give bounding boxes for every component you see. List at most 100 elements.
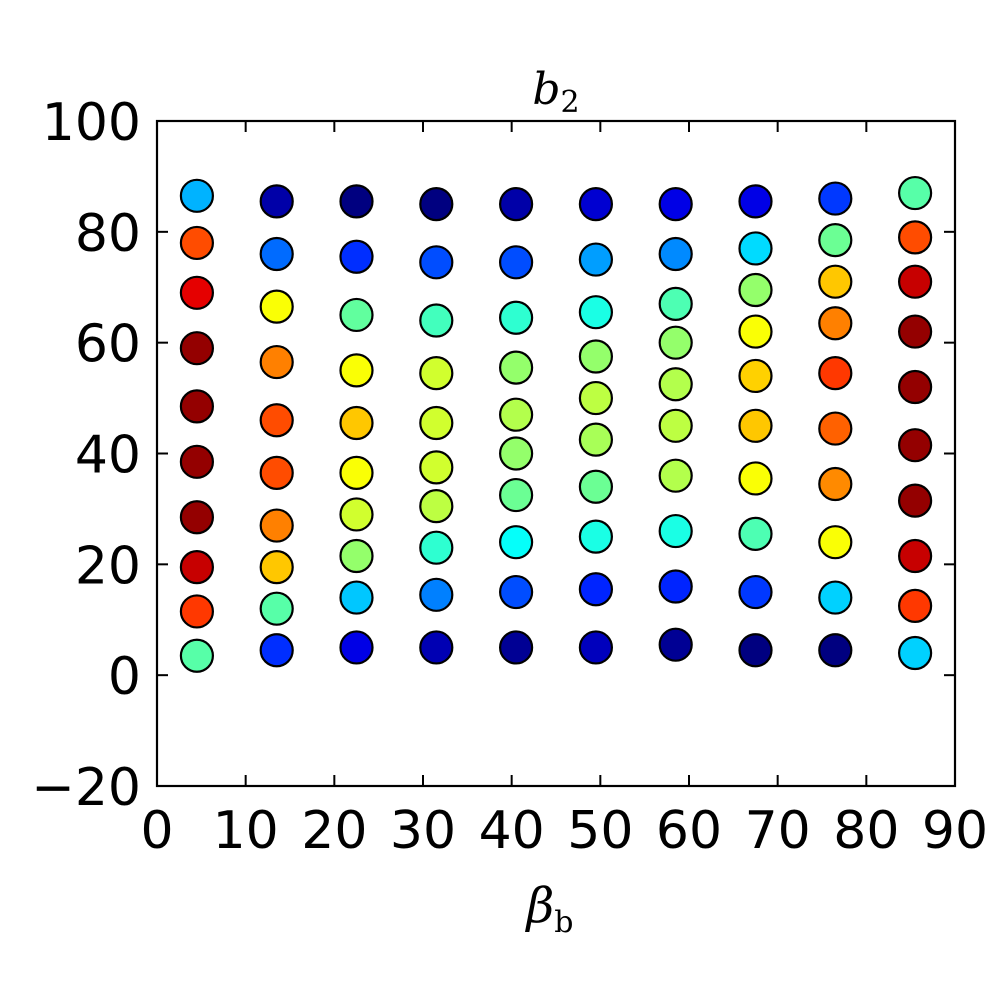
data-point: [259, 633, 294, 668]
data-point: [339, 538, 374, 574]
data-point: [259, 550, 294, 585]
data-point: [658, 286, 693, 321]
data-point: [498, 477, 534, 513]
plot-frame: [155, 119, 957, 788]
data-point: [578, 422, 614, 457]
data-point: [339, 580, 374, 615]
data-point: [658, 367, 693, 402]
data-point: [419, 630, 454, 665]
data-point: [738, 633, 773, 668]
data-point: [897, 314, 933, 349]
data-point: [339, 184, 374, 219]
data-point: [897, 428, 933, 463]
data-point: [897, 264, 933, 299]
data-point: [658, 408, 693, 443]
x-tick-label: 80: [833, 801, 899, 861]
x-tick-label: 10: [213, 801, 279, 861]
data-point: [498, 397, 534, 432]
data-point: [578, 295, 614, 330]
data-point: [259, 508, 294, 543]
data-point: [259, 184, 294, 219]
data-point: [738, 516, 773, 551]
data-point: [339, 455, 374, 490]
x-tick-label: 40: [479, 801, 545, 861]
data-point: [179, 638, 214, 673]
axes-frame: [155, 119, 957, 788]
y-tick-label: −20: [31, 758, 141, 818]
data-point: [818, 264, 853, 299]
data-point: [818, 466, 853, 502]
data-point: [498, 300, 534, 335]
x-tick-label: 0: [140, 801, 173, 861]
data-point: [658, 187, 693, 222]
data-point: [179, 331, 214, 366]
data-point: [818, 356, 853, 391]
data-point: [339, 405, 374, 441]
y-tick-label: 60: [75, 315, 141, 375]
data-point: [259, 289, 294, 324]
data-point: [658, 236, 693, 272]
data-point: [578, 187, 614, 222]
data-point: [419, 245, 454, 280]
data-point: [259, 591, 294, 626]
data-point: [498, 187, 534, 222]
data-point: [897, 635, 933, 671]
data-point: [419, 405, 454, 441]
data-point: [578, 519, 614, 554]
data-point: [259, 344, 294, 380]
data-point: [658, 325, 693, 360]
data-point: [658, 569, 693, 604]
data-point: [658, 458, 693, 493]
data-point: [419, 187, 454, 222]
data-point: [498, 630, 534, 665]
data-point: [419, 450, 454, 485]
x-tick-label: 30: [390, 801, 456, 861]
data-point: [738, 314, 773, 349]
data-point: [419, 489, 454, 524]
data-point: [339, 630, 374, 665]
data-point: [419, 577, 454, 612]
data-point: [578, 380, 614, 416]
x-axis-label: βb: [525, 878, 574, 940]
data-point: [419, 303, 454, 338]
data-point: [738, 574, 773, 610]
data-point: [818, 525, 853, 560]
data-point: [578, 339, 614, 374]
data-point: [738, 461, 773, 496]
data-point: [339, 497, 374, 532]
chart-title: b2: [532, 64, 579, 120]
data-point: [818, 181, 853, 216]
data-point: [498, 245, 534, 280]
y-tick-label: 20: [75, 536, 141, 596]
x-tick-label: 90: [922, 801, 988, 861]
points-layer: [179, 175, 933, 673]
data-point: [259, 236, 294, 272]
data-point: [179, 500, 214, 535]
x-tick-label: 70: [745, 801, 811, 861]
data-point: [179, 550, 214, 585]
data-point: [738, 358, 773, 394]
y-tick-label: 100: [42, 93, 141, 153]
data-point: [339, 297, 374, 333]
data-point: [179, 444, 214, 479]
data-point: [818, 633, 853, 668]
data-point: [897, 483, 933, 518]
data-point: [498, 436, 534, 471]
data-point: [738, 231, 773, 266]
y-tick-label: 0: [108, 647, 141, 707]
data-point: [818, 411, 853, 446]
data-point: [658, 627, 693, 662]
data-point: [339, 353, 374, 388]
data-point: [498, 574, 534, 610]
data-point: [818, 580, 853, 615]
y-tick-label: 80: [75, 204, 141, 264]
data-point: [738, 408, 773, 443]
data-point: [179, 275, 214, 310]
data-point: [339, 239, 374, 274]
data-point: [498, 350, 534, 385]
data-point: [179, 178, 214, 213]
data-point: [578, 572, 614, 607]
x-tick-label: 20: [301, 801, 367, 861]
